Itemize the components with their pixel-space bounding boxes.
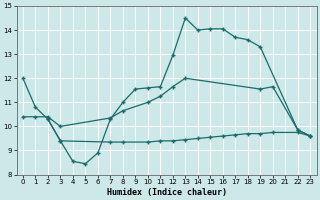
X-axis label: Humidex (Indice chaleur): Humidex (Indice chaleur): [107, 188, 227, 197]
